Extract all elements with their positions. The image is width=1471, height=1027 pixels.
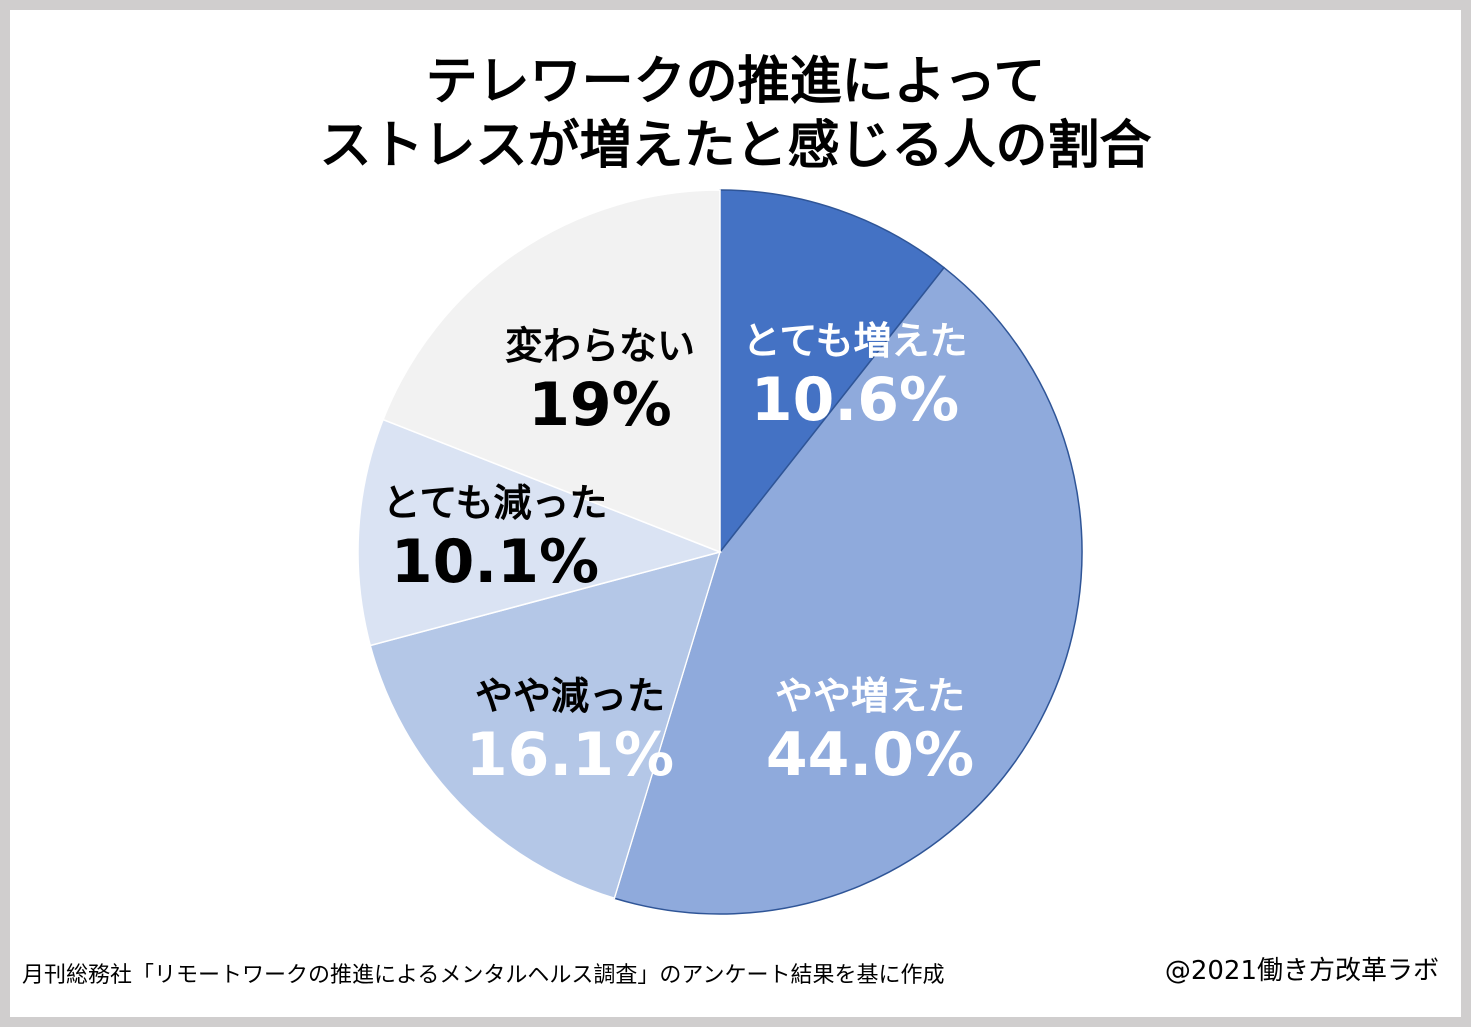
pie-slice-3 — [357, 418, 723, 647]
label-slice-2: やや減った 16.1% — [465, 674, 675, 790]
title-line-1: テレワークの推進によって — [425, 52, 1046, 112]
pie-slice-1 — [613, 266, 1083, 915]
label-slice-1: やや増えた 44.0% — [765, 674, 975, 790]
label-slice-0: とても増えた 10.6% — [742, 319, 968, 435]
label-slice-3: とても減った 10.1% — [382, 481, 608, 597]
pie-slice-2 — [369, 550, 722, 900]
credit: @2021働き方改革ラボ — [1164, 956, 1439, 986]
source-note: 月刊総務社「リモートワークの推進によるメンタルヘルス調査」のアンケート結果を基に… — [22, 963, 945, 988]
pie-slice-4 — [382, 189, 721, 554]
pie-slice-0 — [719, 189, 946, 555]
chart-title: テレワークの推進によって ストレスが増えたと感じる人の割合 — [10, 50, 1461, 178]
label-slice-4: 変わらない 19% — [504, 324, 695, 440]
title-line-2: ストレスが増えたと感じる人の割合 — [319, 116, 1152, 176]
pie-chart — [357, 189, 1083, 915]
